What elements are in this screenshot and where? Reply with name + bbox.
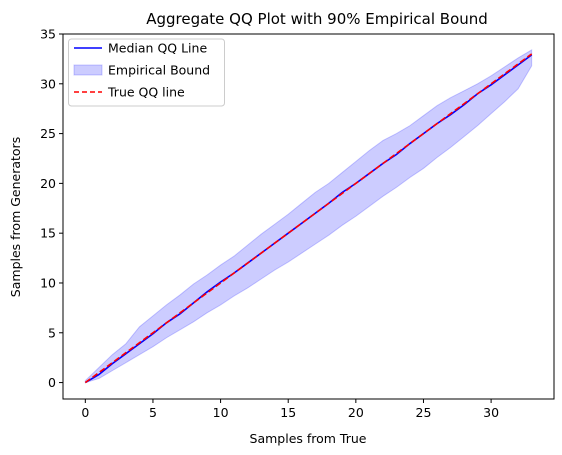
- legend-item: Median QQ Line: [74, 41, 207, 56]
- x-tick-label: 0: [81, 405, 89, 420]
- true-qq-line: [84, 53, 533, 384]
- plot-area: [84, 49, 533, 384]
- y-axis: 0 5 10 15 20 25 30 35: [40, 27, 63, 390]
- x-tick-label: 30: [483, 405, 499, 420]
- legend-box: [68, 38, 225, 107]
- y-axis-label: Samples from Generators: [8, 137, 23, 297]
- y-tick-label: 35: [40, 27, 56, 42]
- x-axis: 0 5 10 15 20 25 30: [81, 399, 499, 420]
- chart-title: Aggregate QQ Plot with 90% Empirical Bou…: [146, 10, 488, 28]
- y-tick-label: 20: [40, 176, 56, 191]
- legend-item: True QQ line: [74, 85, 185, 100]
- legend: Median QQ Line Empirical Bound True QQ lin…: [68, 38, 225, 107]
- legend-swatch: [73, 64, 103, 76]
- legend-label: Median QQ Line: [108, 41, 207, 56]
- y-tick-label: 30: [40, 76, 56, 91]
- legend-label: Empirical Bound: [108, 63, 210, 78]
- legend-label: True QQ line: [107, 85, 185, 100]
- plot-frame: [62, 33, 555, 400]
- legend-item: Empirical Bound: [73, 63, 210, 78]
- x-tick-label: 10: [213, 405, 229, 420]
- x-tick-label: 15: [280, 405, 296, 420]
- y-tick-label: 5: [48, 325, 56, 340]
- x-tick-label: 20: [348, 405, 364, 420]
- y-tick-label: 0: [48, 375, 56, 390]
- y-tick-label: 10: [40, 275, 56, 290]
- x-axis-label: Samples from True: [250, 431, 367, 446]
- x-tick-label: 5: [149, 405, 157, 420]
- x-tick-label: 25: [416, 405, 432, 420]
- y-tick-label: 15: [40, 226, 56, 241]
- y-tick-label: 25: [40, 126, 56, 141]
